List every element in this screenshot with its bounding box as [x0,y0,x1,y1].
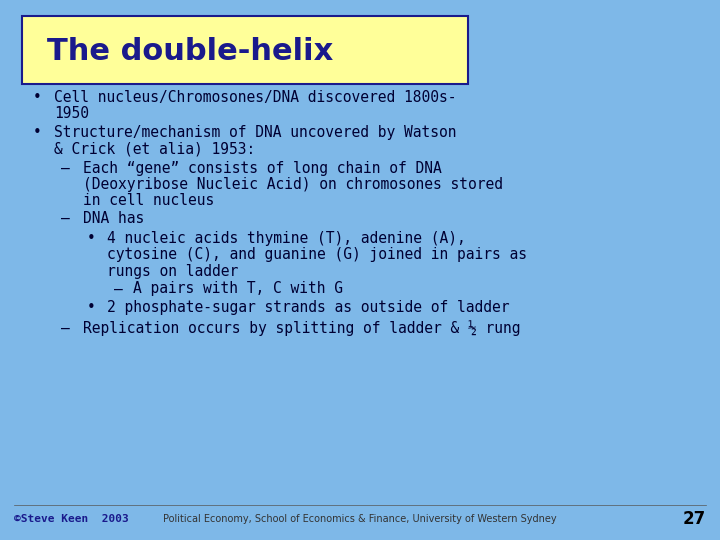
Text: (Deoxyribose Nucleic Acid) on chromosones stored: (Deoxyribose Nucleic Acid) on chromosone… [83,177,503,192]
Text: in cell nucleus: in cell nucleus [83,193,214,208]
Text: •: • [86,231,95,246]
Text: Structure/mechanism of DNA uncovered by Watson: Structure/mechanism of DNA uncovered by … [54,125,456,140]
Text: 27: 27 [683,510,706,529]
Text: –: – [61,161,70,176]
Text: 1950: 1950 [54,106,89,121]
Text: •: • [32,90,41,105]
Text: cytosine (C), and guanine (G) joined in pairs as: cytosine (C), and guanine (G) joined in … [107,247,526,262]
Text: Political Economy, School of Economics & Finance, University of Western Sydney: Political Economy, School of Economics &… [163,515,557,524]
Text: –: – [114,281,122,296]
Text: •: • [86,300,95,315]
Text: Cell nucleus/Chromosones/DNA discovered 1800s-: Cell nucleus/Chromosones/DNA discovered … [54,90,456,105]
Text: Each “gene” consists of long chain of DNA: Each “gene” consists of long chain of DN… [83,161,441,176]
Text: ©Steve Keen  2003: ©Steve Keen 2003 [14,515,129,524]
Text: A pairs with T, C with G: A pairs with T, C with G [133,281,343,296]
Text: 2 phosphate-sugar strands as outside of ladder: 2 phosphate-sugar strands as outside of … [107,300,509,315]
Text: Replication occurs by splitting of ladder & ½ rung: Replication occurs by splitting of ladde… [83,320,521,336]
Text: rungs on ladder: rungs on ladder [107,264,238,279]
FancyBboxPatch shape [22,16,468,84]
Text: 4 nucleic acids thymine (T), adenine (A),: 4 nucleic acids thymine (T), adenine (A)… [107,231,465,246]
Text: DNA has: DNA has [83,211,144,226]
Text: –: – [61,321,70,336]
Text: •: • [32,125,41,140]
Text: & Crick (et alia) 1953:: & Crick (et alia) 1953: [54,141,256,156]
Text: –: – [61,211,70,226]
Text: The double-helix: The double-helix [47,37,333,66]
